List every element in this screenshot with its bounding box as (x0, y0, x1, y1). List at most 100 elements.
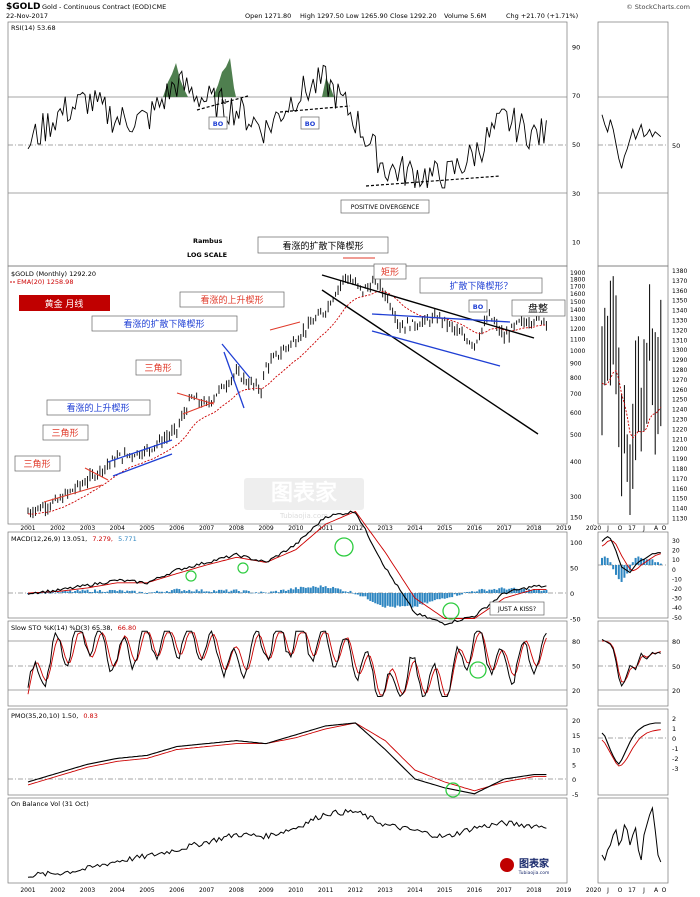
year-label: 2017 (497, 887, 512, 894)
macd-hist-bar (165, 591, 168, 593)
trend-rising-wedge-upper (107, 439, 173, 463)
macd-hist-bar (237, 591, 240, 593)
macd-hist-bar (523, 588, 526, 593)
watermark-text: 图表家 (271, 480, 338, 506)
macd-hist-bar (190, 591, 193, 593)
expanding-falling-wedge-q-label: 扩散下降楔形？ (449, 280, 512, 292)
trend-triangle-3a (176, 392, 215, 405)
year-label: 2001 (20, 525, 35, 532)
macd-hist-bar (131, 590, 134, 593)
price-tick-label: 1100 (570, 336, 585, 343)
macd-hist-bar (272, 591, 275, 593)
macd-hist-bar (297, 589, 300, 593)
month-label: J (606, 887, 609, 894)
right-macd-hist-bar (631, 562, 634, 565)
year-label: 2019 (556, 887, 571, 894)
right-macd-hist-bar (659, 563, 662, 565)
price-panel: $GOLD (Monthly) 1292.20 EMA(20) 1258.98 … (10, 236, 662, 520)
triangle-label-2: 三角形 (51, 427, 78, 439)
right-sto-tick: 50 (672, 663, 680, 671)
year-label: 2004 (110, 525, 125, 532)
right-pmo-signal (601, 729, 661, 767)
macd-hist-bar (255, 592, 258, 593)
right-price-tick: 1320 (672, 327, 687, 334)
right-price-bars (601, 276, 662, 516)
bo-box-3: BO (468, 299, 488, 313)
gold-monthly-box: 黄金 月线 (19, 295, 110, 311)
macd-hist-bar (421, 593, 424, 605)
trend-falling-wedge-lower (223, 351, 245, 409)
symbol-description: Gold - Continuous Contract (EOD) (42, 3, 152, 11)
year-label: 2008 (229, 887, 244, 894)
year-label: 2011 (318, 525, 333, 532)
macd-signal-line (27, 510, 547, 619)
right-rsi-frame (597, 21, 669, 267)
year-label: 2001 (20, 887, 35, 894)
macd-hist-bar (317, 587, 320, 593)
macd-hist-bar (312, 586, 315, 593)
year-label: 2003 (80, 525, 95, 532)
right-macd-tick: -50 (672, 615, 682, 622)
month-label: 17 (628, 887, 636, 894)
right-price-tick: 1310 (672, 337, 687, 344)
macd-hist-bar (168, 591, 171, 593)
right-price-tick: 1380 (672, 268, 687, 275)
macd-hist-bar (242, 590, 245, 593)
macd-hist-bar (483, 589, 486, 593)
macd-hist-bar (280, 589, 282, 593)
right-price-tick: 1250 (672, 397, 687, 404)
macd-hist-bar (123, 591, 126, 593)
ohlc-volume: Volume 5.6M (444, 12, 486, 20)
macd-hist-bar (364, 593, 367, 597)
rsi-tick-label: 70 (572, 92, 580, 100)
month-axis-price: J O 17 J A O (606, 525, 667, 532)
right-price-tick: 1230 (672, 417, 687, 424)
year-label: 2020 (586, 525, 601, 532)
right-macd-tick: -20 (672, 586, 682, 593)
macd-hist-bar (396, 593, 399, 606)
macd-hist-bar (533, 589, 535, 593)
macd-hist-bar (71, 592, 74, 593)
right-macd-signal (601, 540, 661, 572)
macd-hist-bar (314, 586, 317, 593)
rsi-tick-label: 10 (572, 239, 580, 247)
macd-hist-bar (245, 590, 248, 593)
svg-text:MACD(12,26,9) 13.051,: MACD(12,26,9) 13.051, 7.279, 5.771 (11, 535, 137, 543)
macd-hist-bar (319, 585, 322, 593)
price-tick-label: 1400 (570, 307, 585, 314)
pmo-tick-label: -5 (572, 791, 578, 799)
year-label: 2010 (288, 887, 303, 894)
expanding-falling-wedge-label-1: 看涨的扩散下降楔形 (123, 318, 204, 330)
rsi-tick-label: 30 (572, 190, 580, 198)
right-macd-histogram (601, 556, 662, 582)
macd-tick-label: 100 (570, 539, 582, 547)
month-label: O (618, 887, 623, 894)
macd-hist-bar (324, 586, 327, 593)
macd-hist-bar (79, 591, 82, 593)
macd-hist-bar (500, 587, 503, 593)
right-macd-hist-bar (634, 557, 637, 565)
macd-hist-bar (287, 589, 290, 593)
macd-hist-bar (262, 592, 265, 593)
macd-hist-bar (108, 589, 111, 593)
rsi-panel: RSI(14) 53.68 N BO BO POSITIVE DIVERGENC… (11, 24, 662, 259)
right-macd-hist-bar (643, 559, 645, 565)
macd-axis-ticks: 150 100 50 0 -50 (570, 514, 582, 624)
macd-hist-bar (346, 592, 349, 593)
macd-hist-bar (515, 588, 518, 593)
macd-hist-bar (329, 588, 332, 593)
right-price-tick: 1370 (672, 278, 687, 285)
macd-hist-bar (39, 593, 42, 594)
macd-tick-label: 50 (570, 565, 578, 573)
macd-hist-bar (542, 590, 545, 593)
macd-hist-bar (265, 592, 268, 594)
chart-date: 22-Nov-2017 (6, 12, 48, 20)
year-label: 2019 (556, 525, 571, 532)
macd-hist-bar (379, 593, 382, 605)
macd-hist-bar (545, 589, 548, 593)
rising-wedge-box-1: 看涨的上升楔形 (46, 399, 151, 416)
macd-hist-bar (428, 593, 431, 602)
right-macd-hist-bar (601, 557, 603, 565)
